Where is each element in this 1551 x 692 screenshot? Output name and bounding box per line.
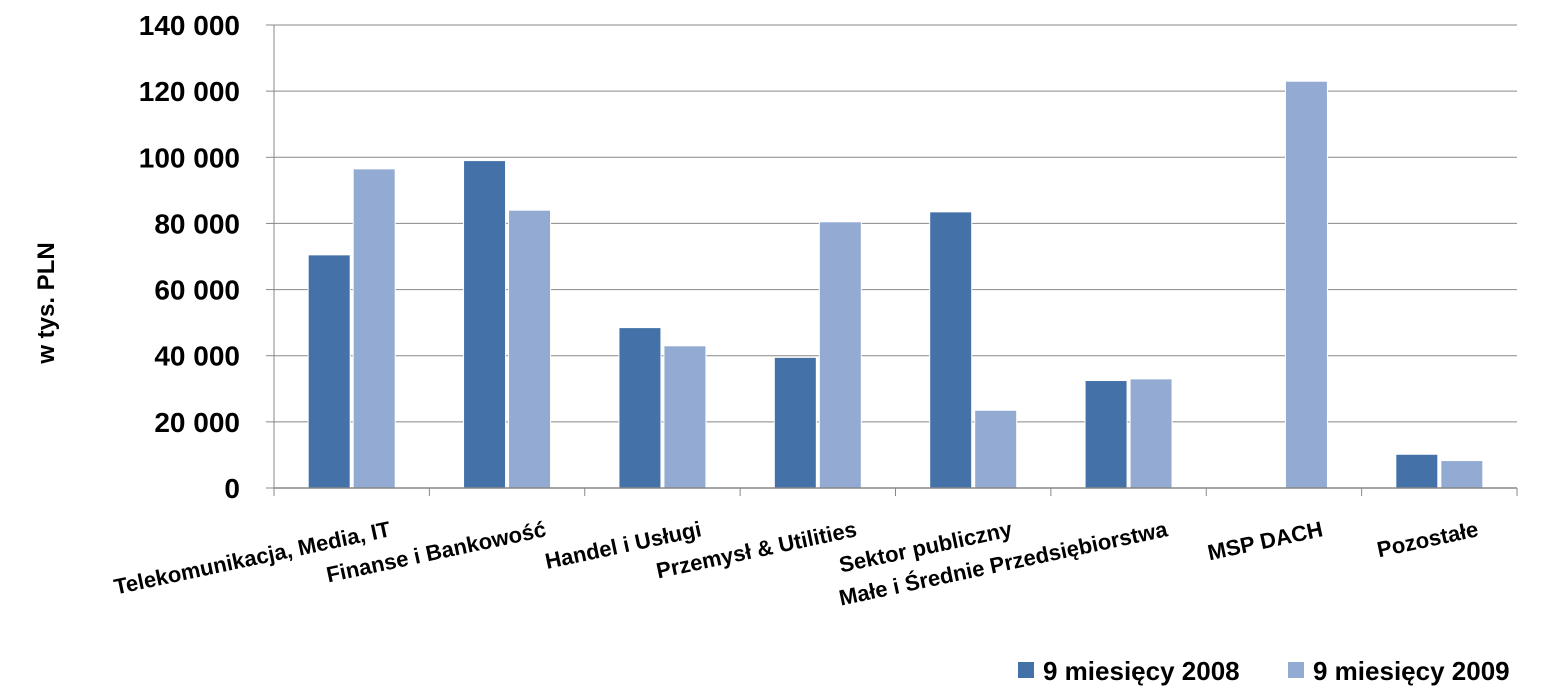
bar-2009 — [818, 221, 862, 489]
y-tick-labels: 0 20 000 40 000 60 000 80 000 100 000 120 000 1… — [139, 10, 240, 504]
bar-2008 — [1084, 380, 1128, 489]
bars — [307, 80, 1484, 489]
y-tick-label: 100 000 — [139, 142, 240, 173]
y-tick-label: 80 000 — [154, 208, 240, 239]
y-tick-label: 20 000 — [154, 407, 240, 438]
bar-2008 — [773, 356, 817, 489]
bar-2009 — [1440, 460, 1484, 489]
bar-2008 — [1395, 453, 1439, 489]
bar-2009 — [352, 168, 396, 489]
bar-2009 — [508, 209, 552, 489]
category-label: Pozostałe — [1375, 516, 1481, 562]
bar-2009 — [1129, 378, 1173, 489]
legend-label-2009: 9 miesięcy 2009 — [1313, 656, 1510, 686]
y-axis-label: w tys. PLN — [33, 242, 60, 364]
bar-2008 — [618, 327, 662, 489]
bar-2009 — [663, 345, 707, 489]
bar-2008 — [929, 211, 973, 489]
legend-label-2008: 9 miesięcy 2008 — [1043, 656, 1240, 686]
bar-2008 — [307, 254, 351, 489]
y-tick-label: 40 000 — [154, 341, 240, 372]
bar-2009 — [1284, 80, 1328, 489]
legend-swatch-2009 — [1288, 662, 1304, 678]
bar-2008 — [463, 160, 507, 489]
gridlines — [266, 24, 1517, 489]
y-tick-label: 0 — [224, 473, 240, 504]
y-tick-label: 120 000 — [139, 76, 240, 107]
y-tick-label: 140 000 — [139, 10, 240, 41]
axes — [273, 25, 1518, 496]
bar-2009 — [974, 409, 1018, 489]
legend-swatch-2008 — [1018, 662, 1034, 678]
y-tick-label: 60 000 — [154, 275, 240, 306]
legend: 9 miesięcy 2008 9 miesięcy 2009 — [1018, 656, 1510, 686]
category-label: MSP DACH — [1205, 516, 1325, 565]
